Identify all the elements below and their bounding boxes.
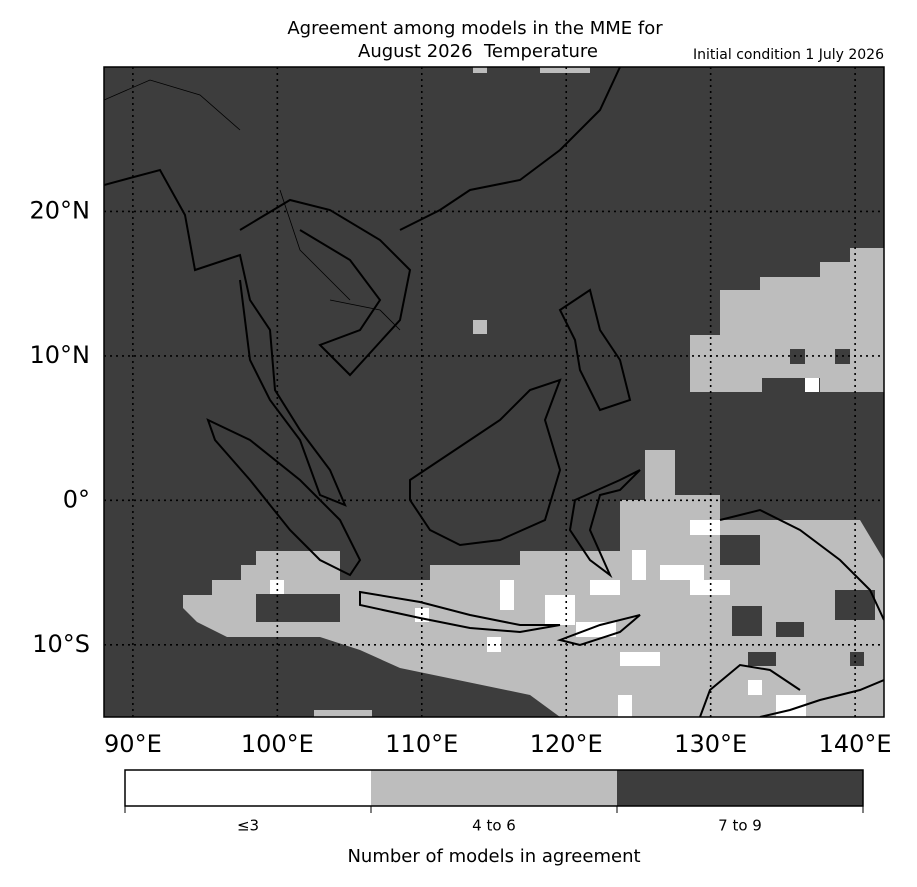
map-area (104, 67, 884, 717)
coastline (104, 67, 884, 717)
annotation: Initial condition 1 July 2026 (693, 47, 884, 63)
map-frame (103, 66, 885, 718)
y-tick-label: 0° (63, 485, 90, 513)
colorbar-tick-label: ≤3 (237, 817, 259, 835)
y-tick-label: 10°S (32, 630, 90, 658)
colorbar-tick-label: 7 to 9 (718, 817, 762, 835)
title: Agreement among models in the MME for (287, 18, 663, 39)
x-tick-label: 130°E (674, 730, 747, 758)
low-agreement-patch (270, 378, 819, 717)
x-tick-label: 100°E (241, 730, 314, 758)
colorbar-swatch (371, 770, 617, 806)
colorbar-swatch (125, 770, 371, 806)
high-agreement-patch (256, 349, 875, 666)
x-tick-label: 120°E (530, 730, 603, 758)
x-tick-label: 140°E (819, 730, 892, 758)
subtitle: August 2026 Temperature (358, 41, 598, 62)
colorbar-label: Number of models in agreement (347, 846, 640, 867)
colorbar-swatch (617, 770, 863, 806)
colorbar-frame (124, 769, 864, 807)
x-tick-label: 110°E (385, 730, 458, 758)
x-tick-label: 90°E (104, 730, 162, 758)
y-tick-label: 10°N (30, 341, 91, 369)
colorbar-tick-label: 4 to 6 (472, 817, 516, 835)
y-tick-label: 20°N (30, 196, 91, 224)
